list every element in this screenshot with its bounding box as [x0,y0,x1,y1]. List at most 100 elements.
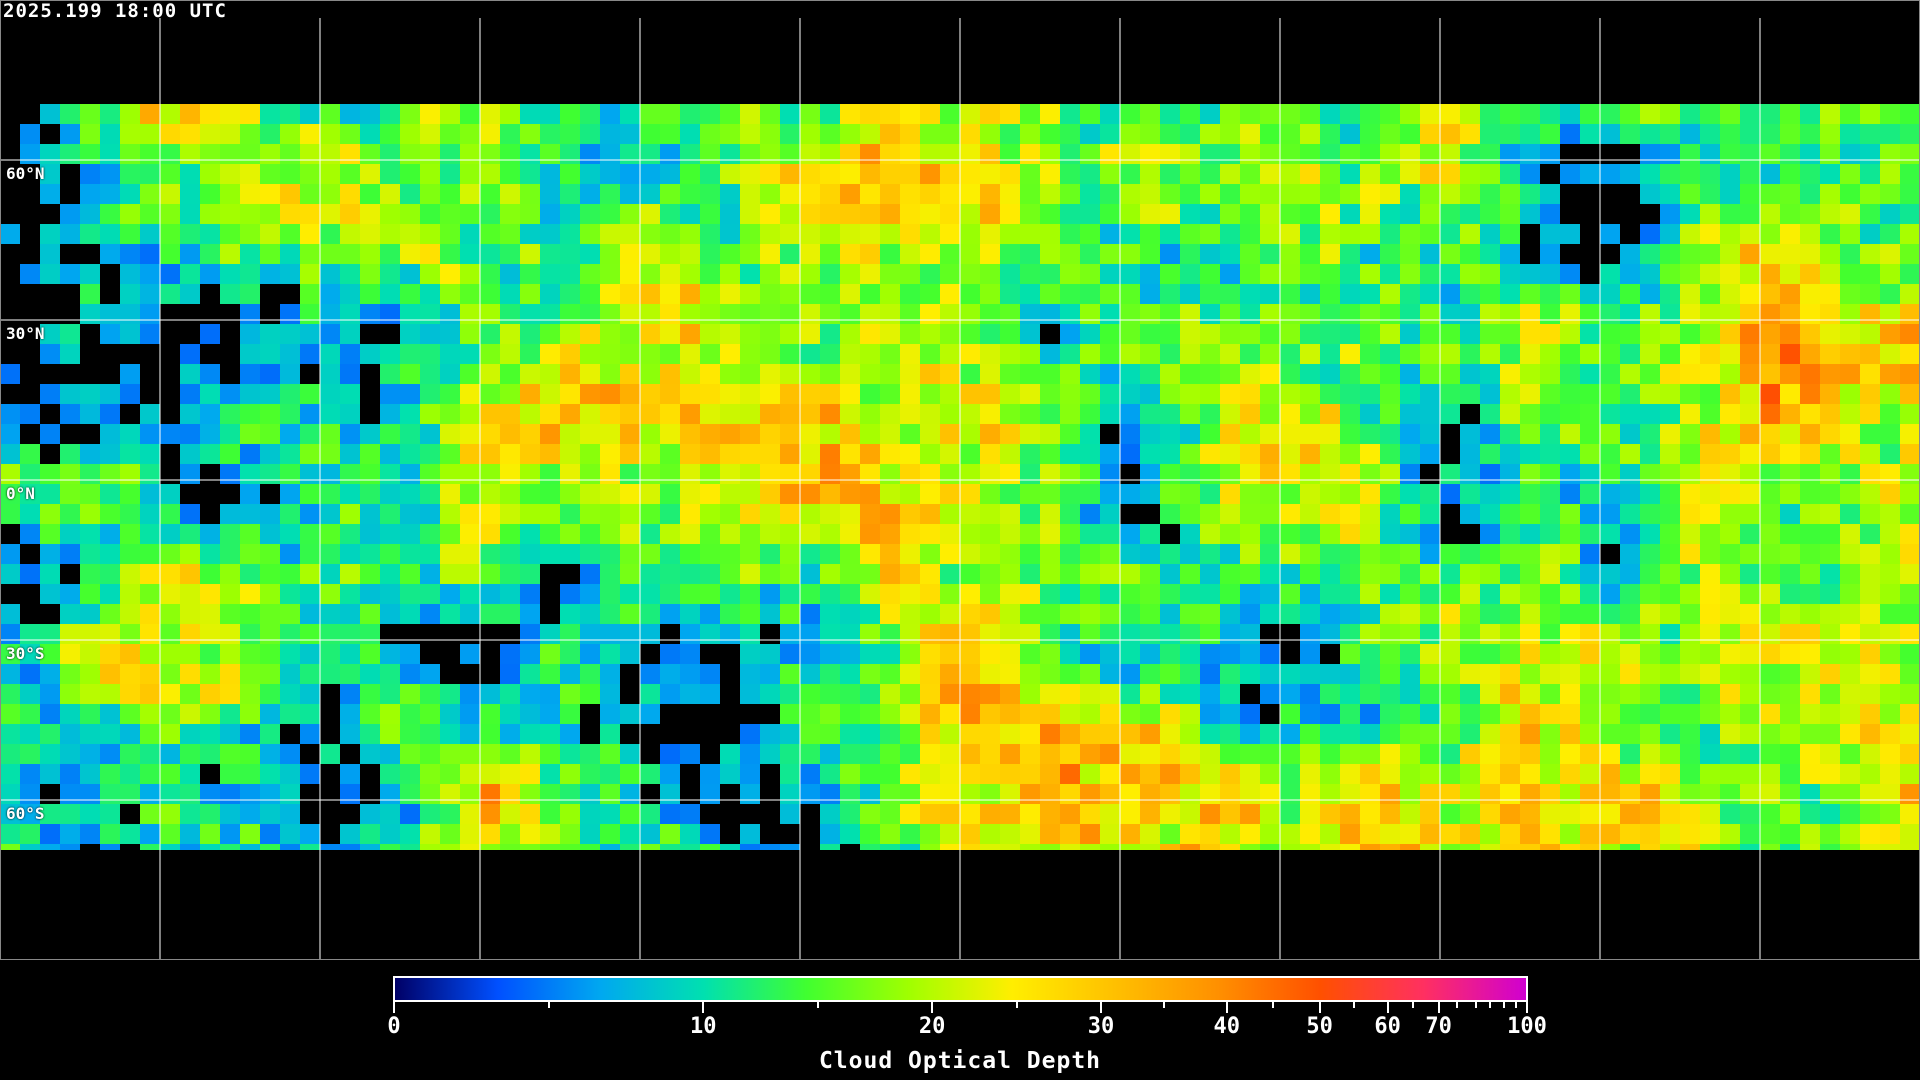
cloud-cell [1680,104,1700,124]
cloud-cell [560,164,580,184]
cloud-cell [1460,264,1480,284]
cloud-cell [680,224,700,244]
cloud-cell [860,104,880,124]
cloud-cell [1660,164,1680,184]
cloud-cell [440,144,460,164]
cloud-cell [560,224,580,244]
cloud-cell [1280,144,1300,164]
cloud-cell [1760,104,1780,124]
cloud-cell [400,204,420,224]
cloud-cell [1040,184,1060,204]
cloud-cell [160,124,180,144]
colorbar-tick [1475,1002,1477,1008]
cloud-cell [1820,144,1840,164]
cloud-cell [860,264,880,284]
cloud-cell [1780,104,1800,124]
cloud-cell [180,184,200,204]
cloud-cell [1740,204,1760,224]
cloud-cell [40,224,60,244]
cloud-cell [1260,164,1280,184]
cloud-cell [640,104,660,124]
cloud-cell [1460,204,1480,224]
cloud-cell [780,124,800,144]
cloud-cell [580,144,600,164]
cloud-cell [1420,264,1440,284]
cloud-cell [1040,164,1060,184]
cloud-cell [240,264,260,284]
cloud-cell [1800,184,1820,204]
cloud-cell [1480,264,1500,284]
cloud-cell [1120,164,1140,184]
cloud-cell [880,244,900,264]
cloud-cell [440,204,460,224]
cloud-cell [1080,164,1100,184]
cloud-cell [1360,184,1380,204]
cloud-cell [80,244,100,264]
colorbar-tick [931,1002,934,1013]
cloud-cell [340,224,360,244]
cloud-cell [940,204,960,224]
cloud-cell [1440,144,1460,164]
cloud-cell [280,144,300,164]
cloud-cell [320,264,340,284]
cloud-cell [1380,164,1400,184]
cloud-cell [40,204,60,224]
cloud-cell [1460,124,1480,144]
cloud-cell [1320,104,1340,124]
cloud-cell [580,224,600,244]
cloud-cell [1060,164,1080,184]
cloud-cell [1300,144,1320,164]
cloud-cell [840,204,860,224]
cloud-cell [1040,104,1060,124]
cloud-cell [560,144,580,164]
cloud-cell [1880,204,1900,224]
cloud-cell [1160,264,1180,284]
cloud-cell [500,164,520,184]
cloud-cell [240,204,260,224]
cloud-cell [1360,124,1380,144]
cloud-cell [400,184,420,204]
cloud-cell [120,184,140,204]
cloud-cell [480,144,500,164]
cloud-cell [1400,184,1420,204]
colorbar-tick [1162,1002,1165,1008]
cloud-cell [280,104,300,124]
cloud-cell [1260,264,1280,284]
cloud-cell [1820,164,1840,184]
cloud-cell [1480,144,1500,164]
cloud-cell [1520,104,1540,124]
cloud-cell [1000,204,1020,224]
cloud-cell [300,244,320,264]
cloud-cell [640,184,660,204]
cloud-cell [860,244,880,264]
cloud-cell [1840,144,1860,164]
cloud-cell [1100,124,1120,144]
cloud-cell [160,184,180,204]
cloud-cell [1220,124,1240,144]
cloud-cell [660,104,680,124]
cloud-cell [1700,104,1720,124]
cloud-cell [180,104,200,124]
cloud-cell [540,124,560,144]
cloud-cell [320,184,340,204]
cloud-cell [380,124,400,144]
cloud-cell [1260,224,1280,244]
colorbar-tick-label: 20 [918,1014,946,1039]
cloud-cell [1620,124,1640,144]
cloud-cell [1600,144,1620,164]
cloud-cell [360,264,380,284]
cloud-cell [1020,224,1040,244]
cloud-cell [1320,224,1340,244]
cloud-cell [440,164,460,184]
cloud-cell [720,204,740,224]
cloud-cell [660,244,680,264]
cloud-cell [260,264,280,284]
cloud-cell [1620,244,1640,264]
cloud-cell [960,124,980,144]
cloud-cell [940,264,960,284]
cloud-cell [1780,124,1800,144]
cloud-cell [1600,244,1620,264]
cloud-cell [1300,184,1320,204]
cloud-cell [1640,164,1660,184]
cloud-cell [600,164,620,184]
